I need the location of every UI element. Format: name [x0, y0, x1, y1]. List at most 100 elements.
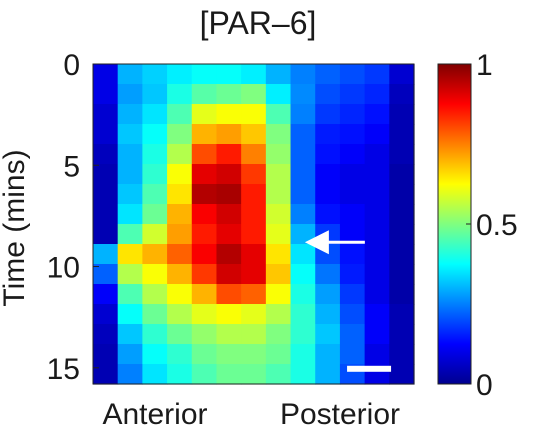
heatmap-cell [315, 264, 341, 285]
heatmap-cell [265, 84, 292, 105]
heatmap-cell [315, 284, 341, 305]
heatmap-cell [290, 204, 316, 225]
y-axis: 0 5 10 15 [47, 49, 99, 386]
heatmap-cell [265, 144, 292, 165]
heatmap-cell [290, 224, 316, 245]
heatmap-cell [241, 64, 267, 85]
heatmap-cell [364, 164, 390, 185]
heatmap-cell [167, 264, 193, 285]
heatmap-cell [241, 104, 267, 125]
heatmap-cell [117, 324, 143, 345]
heatmap-cell [339, 84, 366, 105]
heatmap-cell [364, 284, 390, 305]
heatmap-cell [216, 124, 242, 145]
heatmap-cell [315, 84, 341, 105]
colorbar-tick-label: 0 [476, 369, 493, 402]
heatmap-cell [241, 164, 267, 185]
heatmap-cell [389, 304, 415, 325]
heatmap-cell [93, 184, 119, 205]
heatmap-cell [290, 164, 316, 185]
heatmap-cell [339, 204, 366, 225]
heatmap-cell [389, 284, 415, 305]
heatmap-cell [290, 184, 316, 205]
heatmap-cell [290, 324, 316, 345]
heatmap-cell [117, 244, 143, 265]
heatmap-cell [216, 304, 242, 325]
heatmap-cell [290, 344, 316, 365]
heatmap-cell [265, 224, 292, 245]
heatmap-cell [191, 84, 218, 105]
heatmap-cell [389, 164, 415, 185]
heatmap-cell [315, 144, 341, 165]
heatmap-cell [117, 104, 143, 125]
heatmap-cell [389, 64, 415, 85]
arrow-annotation [304, 230, 365, 255]
heatmap-cell [191, 104, 218, 125]
heatmap-cell [339, 304, 366, 325]
heatmap-plot-area [93, 64, 415, 385]
heatmap-cell [117, 364, 143, 385]
heatmap-cell [315, 204, 341, 225]
heatmap-cell [290, 84, 316, 105]
heatmap-cell [241, 124, 267, 145]
heatmap-cell [142, 144, 168, 165]
heatmap-cell [290, 104, 316, 125]
heatmap-cell [142, 324, 168, 345]
heatmap-cell [364, 64, 390, 85]
heatmap-cell [142, 184, 168, 205]
heatmap-cell [265, 304, 292, 325]
heatmap-cell [93, 284, 119, 305]
heatmap-cell [315, 64, 341, 85]
heatmap-cell [241, 324, 267, 345]
heatmap-cell [117, 184, 143, 205]
heatmap-cell [167, 124, 193, 145]
heatmap-cell [167, 144, 193, 165]
heatmap-cell [117, 64, 143, 85]
heatmap-cell [142, 304, 168, 325]
colorbar-axis: 00.51 [466, 49, 518, 402]
heatmap-cell [315, 364, 341, 385]
heatmap-cell [167, 344, 193, 365]
heatmap-cell [364, 84, 390, 105]
heatmap-cell [117, 304, 143, 325]
heatmap-cell [93, 324, 119, 345]
heatmap-cell [315, 104, 341, 125]
heatmap-cell [191, 64, 218, 85]
heatmap-cell [315, 164, 341, 185]
heatmap-cell [364, 124, 390, 145]
heatmap-cell [241, 204, 267, 225]
annotations [304, 230, 392, 372]
heatmap-cell [290, 364, 316, 385]
heatmap-cell [142, 104, 168, 125]
heatmap-cell [216, 84, 242, 105]
heatmap-cell [265, 244, 292, 265]
heatmap-cell [290, 124, 316, 145]
scale-bar [347, 365, 392, 372]
heatmap-cell [191, 124, 218, 145]
heatmap-cell [265, 164, 292, 185]
heatmap-cell [241, 344, 267, 365]
heatmap-cell [339, 184, 366, 205]
heatmap-cell [389, 364, 415, 385]
y-tick-label: 15 [47, 353, 80, 386]
heatmap-cell [216, 144, 242, 165]
heatmap-cell [167, 84, 193, 105]
heatmap-cell [290, 264, 316, 285]
colorbar-tick-label: 1 [476, 49, 493, 82]
heatmap-cell [93, 144, 119, 165]
heatmap-cell [241, 264, 267, 285]
heatmap-cell [364, 224, 390, 245]
heatmap-cell [216, 224, 242, 245]
heatmap-cell [93, 84, 119, 105]
heatmap-cell [191, 324, 218, 345]
heatmap-cell [93, 204, 119, 225]
heatmap-cell [339, 164, 366, 185]
heatmap-cell [167, 184, 193, 205]
heatmap-cell [290, 144, 316, 165]
heatmap-cell [93, 264, 119, 285]
heatmap-cell [191, 284, 218, 305]
heatmap-cell [142, 244, 168, 265]
heatmap-cell [142, 344, 168, 365]
heatmap-cell [117, 344, 143, 365]
heatmap-cell [265, 324, 292, 345]
